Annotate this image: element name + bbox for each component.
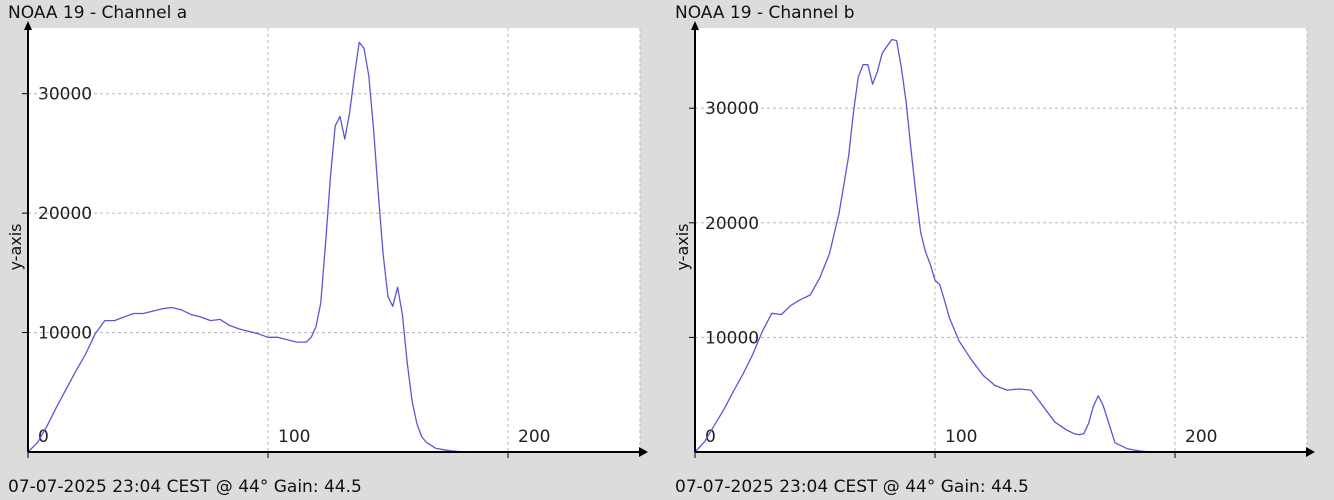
- x-tick-label: 100: [278, 427, 310, 447]
- series-line: [27, 41, 473, 453]
- x-axis-arrow: [1306, 447, 1315, 457]
- x-tick-label: 0: [38, 427, 49, 447]
- plot-background: [28, 28, 640, 452]
- y-tick-label: 30000: [38, 85, 92, 105]
- x-tick-label: 0: [705, 427, 716, 447]
- footer-status: 07-07-2025 23:04 CEST @ 44° Gain: 44.5: [675, 477, 1029, 497]
- footer-status: 07-07-2025 23:04 CEST @ 44° Gain: 44.5: [8, 477, 362, 497]
- y-tick-label: 10000: [705, 328, 759, 348]
- series-line: [694, 38, 1152, 453]
- x-tick-label: 200: [1185, 427, 1217, 447]
- y-tick-label: 30000: [705, 99, 759, 119]
- chart-plot-area: 10000 20000 30000 0 100 200: [22, 21, 648, 458]
- chart-panel-channel-a: NOAA 19 - Channel a y-axis 10000 20000 300…: [6, 3, 648, 497]
- x-tick-label: 100: [945, 427, 977, 447]
- y-axis-arrow: [24, 21, 32, 30]
- chart-panel-channel-b: NOAA 19 - Channel b y-axis 10000 20000 300…: [667, 0, 1334, 500]
- x-axis-arrow: [639, 447, 648, 457]
- chart-title: NOAA 19 - Channel a: [8, 3, 188, 23]
- x-tick-label: 200: [518, 427, 550, 447]
- chart-title: NOAA 19 - Channel b: [675, 3, 855, 23]
- y-tick-label: 20000: [38, 204, 92, 224]
- chart-plot-area: 10000 20000 30000 0 100 200: [689, 21, 1315, 458]
- y-tick-label: 20000: [705, 214, 759, 234]
- y-tick-label: 10000: [38, 324, 92, 344]
- plot-background: [695, 28, 1307, 452]
- y-axis-arrow: [691, 21, 699, 30]
